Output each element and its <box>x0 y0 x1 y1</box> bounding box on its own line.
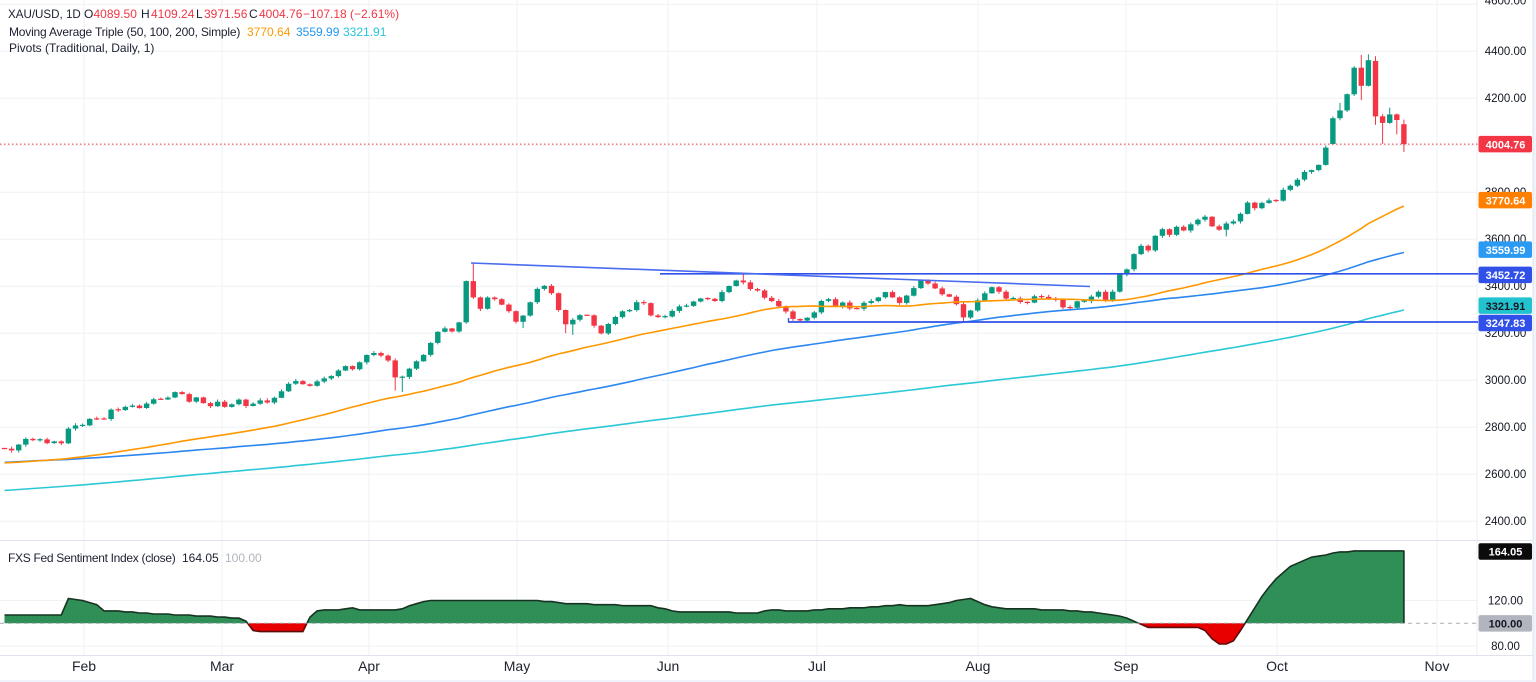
svg-text:4004.76: 4004.76 <box>259 7 303 21</box>
svg-text:Apr: Apr <box>358 658 380 674</box>
svg-text:L: L <box>196 7 203 21</box>
svg-text:3000.00: 3000.00 <box>1485 375 1527 387</box>
svg-text:164.05: 164.05 <box>1489 547 1523 559</box>
svg-text:Aug: Aug <box>966 658 991 674</box>
svg-text:O: O <box>84 7 93 21</box>
svg-text:80.00: 80.00 <box>1491 641 1520 653</box>
svg-text:164.05: 164.05 <box>182 551 219 565</box>
svg-text:Moving Average Triple (50, 100: Moving Average Triple (50, 100, 200, Sim… <box>9 25 240 39</box>
svg-text:120.00: 120.00 <box>1488 596 1523 608</box>
svg-text:4600.00: 4600.00 <box>1485 0 1527 8</box>
svg-text:4400.00: 4400.00 <box>1485 46 1527 58</box>
svg-text:Jun: Jun <box>657 658 680 674</box>
svg-text:100.00: 100.00 <box>225 551 262 565</box>
svg-text:4200.00: 4200.00 <box>1485 93 1527 105</box>
svg-text:3770.64: 3770.64 <box>1486 195 1527 207</box>
svg-text:H: H <box>141 7 150 21</box>
svg-text:May: May <box>504 658 530 674</box>
svg-text:Mar: Mar <box>210 658 234 674</box>
svg-text:3321.91: 3321.91 <box>343 25 387 39</box>
svg-text:4004.76: 4004.76 <box>1486 139 1526 151</box>
svg-text:C: C <box>249 7 258 21</box>
svg-text:−107.18 (−2.61%): −107.18 (−2.61%) <box>303 7 399 21</box>
svg-text:3247.83: 3247.83 <box>1486 318 1526 330</box>
svg-text:3971.56: 3971.56 <box>204 7 248 21</box>
svg-text:100.00: 100.00 <box>1489 619 1523 631</box>
svg-text:Nov: Nov <box>1425 658 1450 674</box>
svg-text:3770.64: 3770.64 <box>247 25 291 39</box>
svg-text:3400.00: 3400.00 <box>1485 281 1527 293</box>
svg-text:Sep: Sep <box>1114 658 1139 674</box>
svg-text:3321.91: 3321.91 <box>1486 301 1526 313</box>
svg-text:2400.00: 2400.00 <box>1485 516 1527 528</box>
svg-text:Feb: Feb <box>72 658 96 674</box>
svg-text:FXS Fed Sentiment Index (close: FXS Fed Sentiment Index (close) <box>8 551 176 565</box>
svg-text:3559.99: 3559.99 <box>1486 245 1526 257</box>
svg-text:3452.72: 3452.72 <box>1486 270 1526 282</box>
svg-text:XAU/USD, 1D: XAU/USD, 1D <box>8 8 81 21</box>
svg-text:4089.50: 4089.50 <box>94 7 138 21</box>
svg-text:4109.24: 4109.24 <box>151 7 195 21</box>
svg-text:Oct: Oct <box>1266 658 1288 674</box>
svg-text:Jul: Jul <box>808 658 826 674</box>
svg-text:2600.00: 2600.00 <box>1485 469 1527 481</box>
svg-text:Pivots (Traditional, Daily, 1): Pivots (Traditional, Daily, 1) <box>9 41 154 55</box>
svg-text:3559.99: 3559.99 <box>296 25 340 39</box>
svg-text:2800.00: 2800.00 <box>1485 422 1527 434</box>
